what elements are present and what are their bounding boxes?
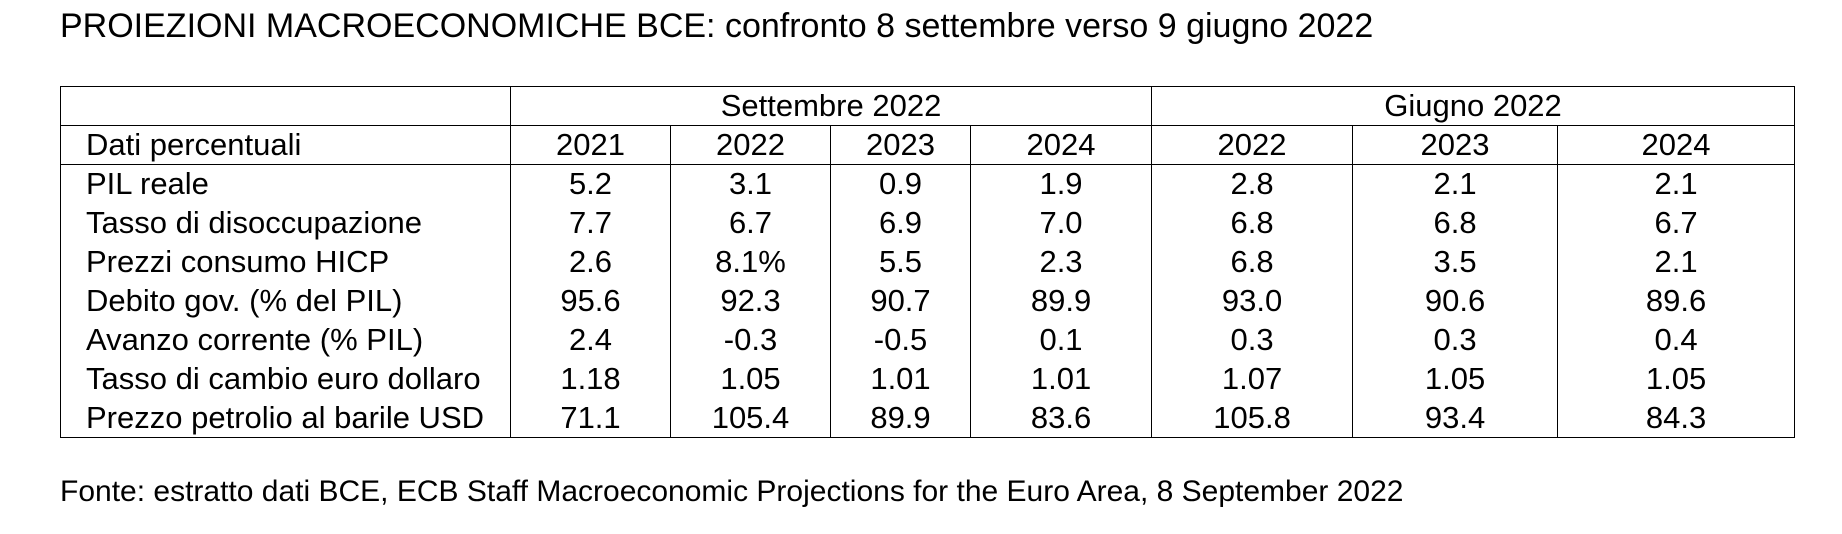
source-note: Fonte: estratto dati BCE, ECB Staff Macr… <box>60 475 1404 508</box>
row-label: Prezzi consumo HICP <box>60 242 511 282</box>
column-header-sep-2023: 2023 <box>830 125 971 165</box>
table-cell: 6.8 <box>1151 203 1354 243</box>
table-cell: 5.2 <box>510 163 671 204</box>
table-cell: 6.8 <box>1151 242 1354 282</box>
table-cell: 83.6 <box>969 398 1153 439</box>
table-row: Avanzo corrente (% PIL) 2.4 -0.3 -0.5 0.… <box>60 320 1796 360</box>
table-cell: 2.3 <box>969 242 1153 282</box>
table-cell: 6.9 <box>830 203 971 243</box>
table-cell: 5.5 <box>830 242 971 282</box>
table-cell: 7.0 <box>969 203 1153 243</box>
table-cell: 1.07 <box>1151 359 1354 399</box>
row-label: Debito gov. (% del PIL) <box>60 281 511 321</box>
table-cell: 90.7 <box>830 281 971 321</box>
column-header-sep-2021: 2021 <box>510 125 671 165</box>
table-cell: 8.1% <box>670 242 831 282</box>
table-row: Debito gov. (% del PIL) 95.6 92.3 90.7 8… <box>60 281 1796 321</box>
table-cell: 1.9 <box>969 163 1153 204</box>
table-cell: 89.9 <box>830 398 971 439</box>
table-cell: 92.3 <box>670 281 831 321</box>
column-header-sep-2024: 2024 <box>969 125 1153 165</box>
page-title: PROIEZIONI MACROECONOMICHE BCE: confront… <box>60 7 1374 45</box>
group-header-june: Giugno 2022 <box>1151 86 1796 126</box>
table-row: Tasso di disoccupazione 7.7 6.7 6.9 7.0 … <box>60 203 1796 243</box>
column-header-jun-2022: 2022 <box>1151 125 1354 165</box>
table-cell: 0.3 <box>1151 320 1354 360</box>
table-cell: 2.4 <box>510 320 671 360</box>
table-cell: 90.6 <box>1352 281 1559 321</box>
table-row: Prezzi consumo HICP 2.6 8.1% 5.5 2.3 6.8… <box>60 242 1796 282</box>
column-header-sep-2022: 2022 <box>670 125 831 165</box>
table-cell: 0.1 <box>969 320 1153 360</box>
table-cell: 95.6 <box>510 281 671 321</box>
column-header-label: Dati percentuali <box>60 125 511 165</box>
column-header-jun-2024: 2024 <box>1557 125 1796 165</box>
table-row: PIL reale 5.2 3.1 0.9 1.9 2.8 2.1 2.1 <box>60 163 1796 204</box>
group-header-september: Settembre 2022 <box>509 86 1153 126</box>
projections-table: Settembre 2022 Giugno 2022 Dati percentu… <box>60 86 1796 439</box>
table-cell: 84.3 <box>1557 398 1796 439</box>
table-cell: 2.1 <box>1557 163 1796 204</box>
table-cell: 71.1 <box>510 398 671 439</box>
table-cell: 2.8 <box>1151 163 1354 204</box>
column-header-row: Dati percentuali 2021 2022 2023 2024 202… <box>60 125 1796 165</box>
table-cell: 1.01 <box>969 359 1153 399</box>
table-row: Tasso di cambio euro dollaro 1.18 1.05 1… <box>60 359 1796 399</box>
table-cell: -0.3 <box>670 320 831 360</box>
table-cell: 7.7 <box>510 203 671 243</box>
column-header-jun-2023: 2023 <box>1352 125 1559 165</box>
table-cell: 3.5 <box>1352 242 1559 282</box>
table-row: Prezzo petrolio al barile USD 71.1 105.4… <box>60 398 1796 439</box>
table-cell: 6.7 <box>670 203 831 243</box>
row-label: Avanzo corrente (% PIL) <box>60 320 511 360</box>
table-cell: 2.1 <box>1352 163 1559 204</box>
table-cell: 2.1 <box>1557 242 1796 282</box>
table-cell: 105.8 <box>1151 398 1354 439</box>
table-cell: 6.7 <box>1557 203 1796 243</box>
row-label: Prezzo petrolio al barile USD <box>60 398 511 439</box>
table-cell: 0.9 <box>830 163 971 204</box>
table-cell: 1.18 <box>510 359 671 399</box>
table-cell: 0.3 <box>1352 320 1559 360</box>
table-cell: 6.8 <box>1352 203 1559 243</box>
table-cell: 0.4 <box>1557 320 1796 360</box>
table-cell: -0.5 <box>830 320 971 360</box>
table-cell: 1.05 <box>670 359 831 399</box>
table-cell: 93.0 <box>1151 281 1354 321</box>
table-cell: 93.4 <box>1352 398 1559 439</box>
blank-header-cell <box>60 86 511 126</box>
table-cell: 89.9 <box>969 281 1153 321</box>
table-cell: 89.6 <box>1557 281 1796 321</box>
table-cell: 1.05 <box>1352 359 1559 399</box>
table-cell: 1.05 <box>1557 359 1796 399</box>
row-label: Tasso di disoccupazione <box>60 203 511 243</box>
row-label: PIL reale <box>60 163 511 204</box>
table-cell: 105.4 <box>670 398 831 439</box>
table-cell: 1.01 <box>830 359 971 399</box>
group-header-row: Settembre 2022 Giugno 2022 <box>60 86 1796 126</box>
table-cell: 3.1 <box>670 163 831 204</box>
row-label: Tasso di cambio euro dollaro <box>60 359 511 399</box>
table-cell: 2.6 <box>510 242 671 282</box>
